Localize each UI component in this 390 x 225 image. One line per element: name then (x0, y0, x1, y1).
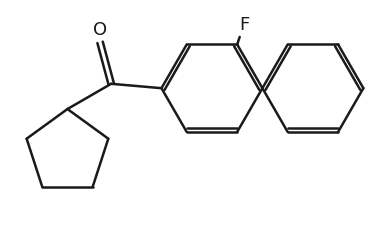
Text: O: O (93, 21, 107, 39)
Text: F: F (239, 16, 250, 34)
